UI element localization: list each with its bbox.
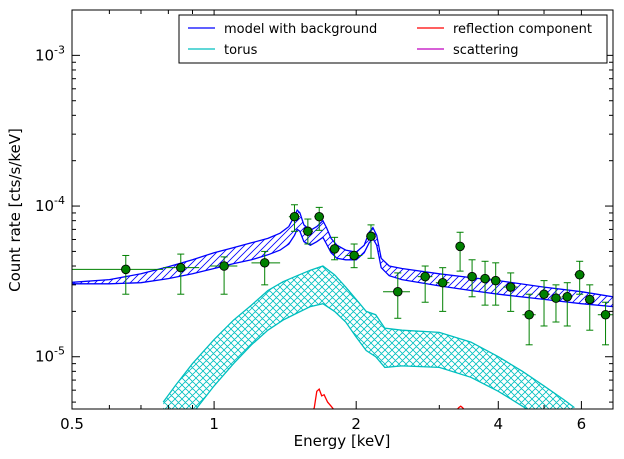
data-point-24 (597, 301, 613, 346)
data-point-23 (584, 284, 595, 331)
data-point-marker (121, 264, 131, 275)
data-point-18 (522, 293, 536, 346)
data-point-20 (550, 284, 562, 323)
data-point-22 (574, 260, 585, 295)
data-point-marker (490, 275, 501, 286)
legend-label-torus: torus (224, 43, 258, 58)
data-point-marker (314, 211, 324, 222)
data-point-10 (383, 272, 410, 319)
data-point-marker (585, 294, 595, 305)
data-point-4 (288, 204, 300, 232)
data-point-9 (366, 224, 376, 259)
data-point-marker (259, 258, 270, 268)
y-tick-label: 10-3 (35, 43, 65, 64)
data-point-marker (562, 292, 573, 302)
data-point-marker (551, 293, 561, 303)
data-point-13 (455, 231, 465, 272)
data-point-1 (163, 253, 200, 295)
data-point-marker (366, 231, 376, 242)
torus-upper-line (162, 265, 575, 409)
data-point-2 (209, 256, 238, 295)
data-point-marker (437, 277, 448, 288)
data-point-marker (329, 244, 340, 254)
data-point-marker (219, 261, 229, 271)
data-point-marker (176, 262, 186, 273)
data-point-19 (537, 280, 551, 327)
plot-background (72, 10, 613, 409)
data-point-marker (467, 271, 477, 282)
data-point-11 (417, 265, 433, 303)
data-point-17 (503, 272, 518, 312)
legend-label-reflection-component: reflection component (453, 22, 592, 37)
data-point-marker (574, 270, 585, 280)
torus-band (163, 266, 575, 409)
y-tick-label: 10-4 (35, 194, 65, 215)
model-with-background-band (72, 210, 613, 307)
data-point-8 (345, 243, 363, 269)
data-point-12 (435, 267, 450, 312)
data-point-6 (314, 206, 325, 231)
data-point-marker (349, 250, 359, 261)
reflection-component-line-0 (312, 387, 335, 409)
y-tick-label: 10-5 (35, 345, 65, 366)
data-point-marker (524, 309, 534, 320)
plot-frame (71, 9, 614, 410)
x-axis-label: Energy [keV] (294, 432, 391, 450)
data-point-marker (420, 271, 430, 282)
legend-frame (178, 14, 608, 64)
data-point-16 (490, 262, 501, 306)
data-point-14 (467, 259, 477, 298)
data-point-marker (539, 289, 549, 299)
data-point-marker (600, 309, 611, 320)
data-point-21 (561, 282, 573, 327)
legend-label-scattering: scattering (453, 43, 519, 58)
data-point-marker (455, 241, 465, 252)
model-with-background-lower-line (72, 228, 613, 308)
data-point-5 (302, 218, 313, 245)
data-point-marker (303, 226, 313, 237)
x-tick-label: 0.5 (60, 415, 84, 433)
x-tick-label: 6 (577, 415, 587, 433)
data-point-marker (480, 273, 490, 284)
data-point-3 (251, 250, 281, 286)
torus-lower-line (195, 303, 528, 409)
x-tick-label: 1 (209, 415, 219, 433)
data-point-7 (328, 236, 341, 261)
model-with-background-upper-line (72, 208, 613, 298)
data-point-marker (393, 286, 403, 297)
x-tick-label: 4 (494, 415, 504, 433)
data-point-marker (289, 211, 300, 222)
data-point-0 (72, 254, 164, 295)
data-point-marker (505, 282, 516, 292)
data-point-15 (479, 260, 491, 306)
legend-label-model-with-background: model with background (224, 22, 377, 37)
x-tick-label: 2 (351, 415, 361, 433)
y-axis-label: Count rate [cts/s/keV] (6, 128, 24, 292)
legend: model with background reflection compone… (178, 14, 608, 64)
